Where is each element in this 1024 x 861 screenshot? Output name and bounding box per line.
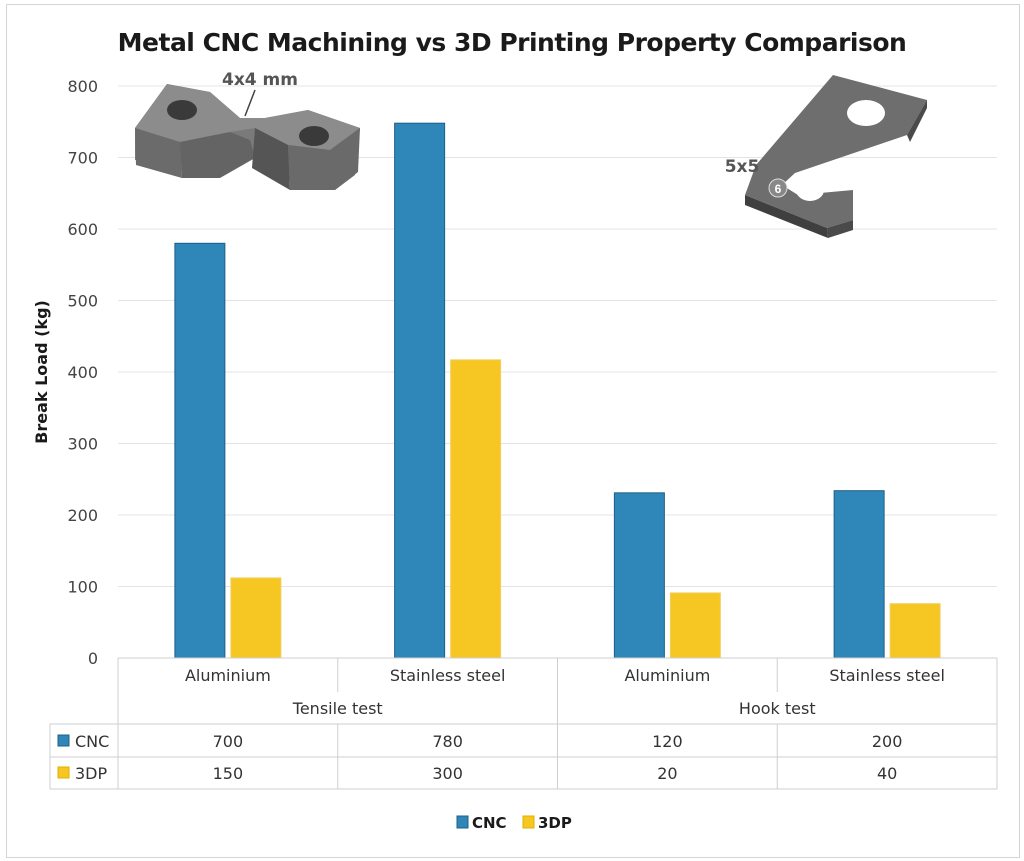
y-tick-label: 500 [67,292,98,311]
category-label: Aluminium [185,666,271,685]
table-row-label: CNC [75,732,109,751]
y-tick-label: 600 [67,220,98,239]
table-legend-swatch [57,766,70,779]
bar-3dp [450,359,502,659]
table-row-label: 3DP [75,764,108,783]
bar-cnc [613,492,665,659]
group-label: Tensile test [292,699,383,718]
table-legend-swatch [57,734,70,747]
y-tick-label: 100 [67,578,98,597]
table-cell: 40 [877,764,897,783]
category-label: Stainless steel [390,666,506,685]
y-tick-label: 0 [88,649,98,668]
category-label: Aluminium [624,666,710,685]
bar-cnc [394,122,446,659]
y-tick-label: 700 [67,149,98,168]
hook-dimension-label: 5x5 [725,157,760,177]
y-axis-label: Break Load (kg) [32,300,51,444]
bar-3dp [889,603,941,659]
y-tick-label: 200 [67,506,98,525]
group-label: Hook test [739,699,816,718]
tensile-specimen-image: 4x4 mm [135,70,360,190]
table-cell: 120 [652,732,683,751]
hook-hole-label: 6 [775,182,782,196]
category-label: Stainless steel [829,666,945,685]
legend-swatch-3dp [522,815,535,829]
y-tick-label: 300 [67,435,98,454]
legend-swatch-cnc [456,815,469,829]
hook-specimen-image: 6 5x5 [725,75,927,238]
table-cell: 20 [657,764,677,783]
table-cell: 700 [213,732,244,751]
table-cell: 780 [432,732,463,751]
legend-label: CNC [472,814,507,832]
specimen-dimension-label: 4x4 mm [222,70,298,90]
chart-title: Metal CNC Machining vs 3D Printing Prope… [117,28,907,57]
table-cell: 300 [432,764,463,783]
legend-label: 3DP [538,814,572,832]
bar-3dp [669,592,721,659]
y-tick-label: 800 [67,77,98,96]
table-cell: 150 [213,764,244,783]
bar-cnc [174,242,226,659]
bar-cnc [833,490,885,659]
y-tick-label: 400 [67,363,98,382]
table-cell: 200 [872,732,903,751]
bar-3dp [230,577,282,659]
